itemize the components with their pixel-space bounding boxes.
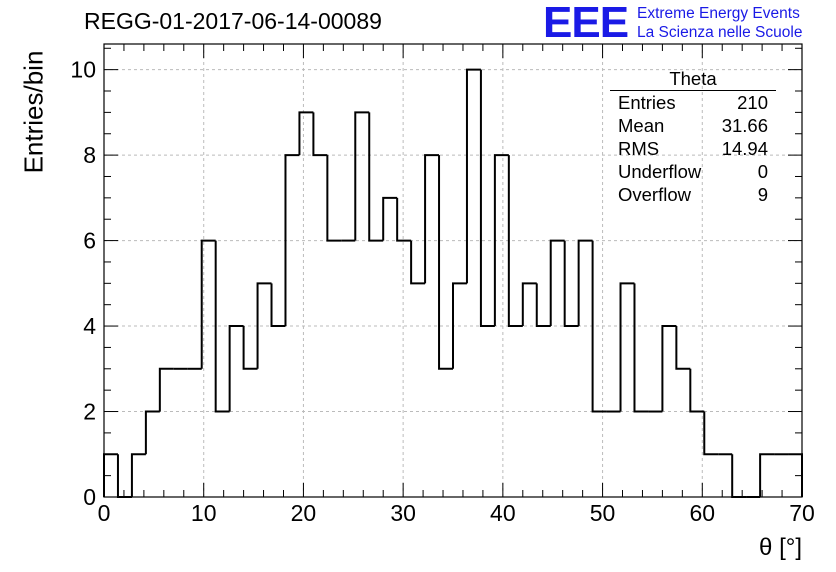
histogram-bin xyxy=(326,155,342,242)
x-tick-label: 40 xyxy=(490,500,516,526)
histogram-bin xyxy=(591,240,607,413)
histogram-bin xyxy=(759,453,775,497)
histogram-bin xyxy=(298,111,314,156)
histogram-bin xyxy=(144,410,160,455)
stats-row-overflow: Overflow 9 xyxy=(610,183,776,206)
histogram-bin xyxy=(493,154,509,327)
x-tick-label: 60 xyxy=(689,500,715,526)
histogram-bin xyxy=(228,325,244,412)
x-tick-label: 30 xyxy=(390,500,416,526)
y-tick-label: 0 xyxy=(83,484,96,510)
histogram-bin xyxy=(200,239,216,369)
x-tick-label: 10 xyxy=(191,500,217,526)
histogram-bin xyxy=(116,454,132,498)
histogram-bin xyxy=(633,283,649,413)
histogram-bin xyxy=(619,282,635,412)
y-tick-label: 6 xyxy=(83,228,96,254)
stats-value: 210 xyxy=(737,92,768,113)
histogram-bin xyxy=(312,112,328,157)
stats-title: Theta xyxy=(610,68,776,91)
histogram-bin xyxy=(256,282,272,369)
histogram-bin xyxy=(410,240,426,285)
stats-label: Underflow xyxy=(618,161,702,182)
histogram-bin xyxy=(465,68,481,284)
stats-box: Theta Entries 210 Mean 31.66 RMS 14.94 U… xyxy=(610,68,776,206)
stats-row-underflow: Underflow 0 xyxy=(610,160,776,183)
stats-row-entries: Entries 210 xyxy=(610,91,776,114)
stats-label: RMS xyxy=(618,138,660,159)
histogram-bin xyxy=(396,197,412,242)
stats-label: Mean xyxy=(618,115,665,136)
eee-logo-text: Extreme Energy Events La Scienza nelle S… xyxy=(637,4,802,42)
histogram-bin xyxy=(130,453,146,497)
stats-value: 0 xyxy=(757,161,768,182)
histogram-bin xyxy=(549,239,565,327)
chart-title: REGG-01-2017-06-14-00089 xyxy=(84,8,382,34)
eee-logo: EEE xyxy=(543,0,629,47)
x-tick-label: 0 xyxy=(98,500,111,526)
x-axis-label: θ [°] xyxy=(759,534,802,561)
histogram-bin xyxy=(214,240,230,413)
histogram-bin xyxy=(354,111,370,241)
stats-label: Entries xyxy=(618,92,676,113)
histogram-bin xyxy=(563,240,579,328)
histogram-bin xyxy=(689,368,705,413)
y-tick-label: 2 xyxy=(83,399,96,425)
histogram-bin xyxy=(675,326,691,370)
histogram-bin xyxy=(368,112,384,242)
stats-value: 14.94 xyxy=(721,138,768,159)
histogram-bin xyxy=(424,154,440,284)
histogram-bin xyxy=(242,326,258,370)
histogram-bin xyxy=(507,155,523,328)
logo-line-2: La Scienza nelle Scuole xyxy=(637,24,803,41)
y-tick-label: 8 xyxy=(83,142,96,168)
histogram-bin xyxy=(284,154,300,327)
histogram-bin xyxy=(438,155,453,370)
histogram-bin xyxy=(521,282,537,327)
histogram-bin xyxy=(535,283,551,328)
stats-value: 9 xyxy=(757,184,768,205)
histogram-bin xyxy=(479,69,495,328)
axes: 0 10 20 30 40 50 60 70 0 2 4 6 8 10 xyxy=(70,43,815,526)
histogram-bin xyxy=(452,282,467,369)
histogram-bin xyxy=(661,325,677,412)
histogram-bin xyxy=(382,196,398,241)
x-tick-label: 20 xyxy=(291,500,317,526)
logo-line-1: Extreme Energy Events xyxy=(637,5,800,22)
histogram-bin xyxy=(270,283,286,328)
y-tick-label: 4 xyxy=(83,313,96,339)
histogram-bin xyxy=(703,411,719,456)
stats-row-rms: RMS 14.94 xyxy=(610,137,776,160)
x-tick-label: 70 xyxy=(789,500,815,526)
stats-row-mean: Mean 31.66 xyxy=(610,114,776,137)
y-axis-label: Entries/bin xyxy=(18,50,49,174)
x-tick-label: 50 xyxy=(590,500,616,526)
y-tick-label: 10 xyxy=(70,57,96,83)
stats-label: Overflow xyxy=(618,184,691,205)
stats-value: 31.66 xyxy=(721,115,768,136)
histogram-bin xyxy=(158,367,174,412)
plot-frame xyxy=(103,43,803,498)
histogram-bin xyxy=(577,239,593,327)
histogram-bin xyxy=(731,454,747,498)
